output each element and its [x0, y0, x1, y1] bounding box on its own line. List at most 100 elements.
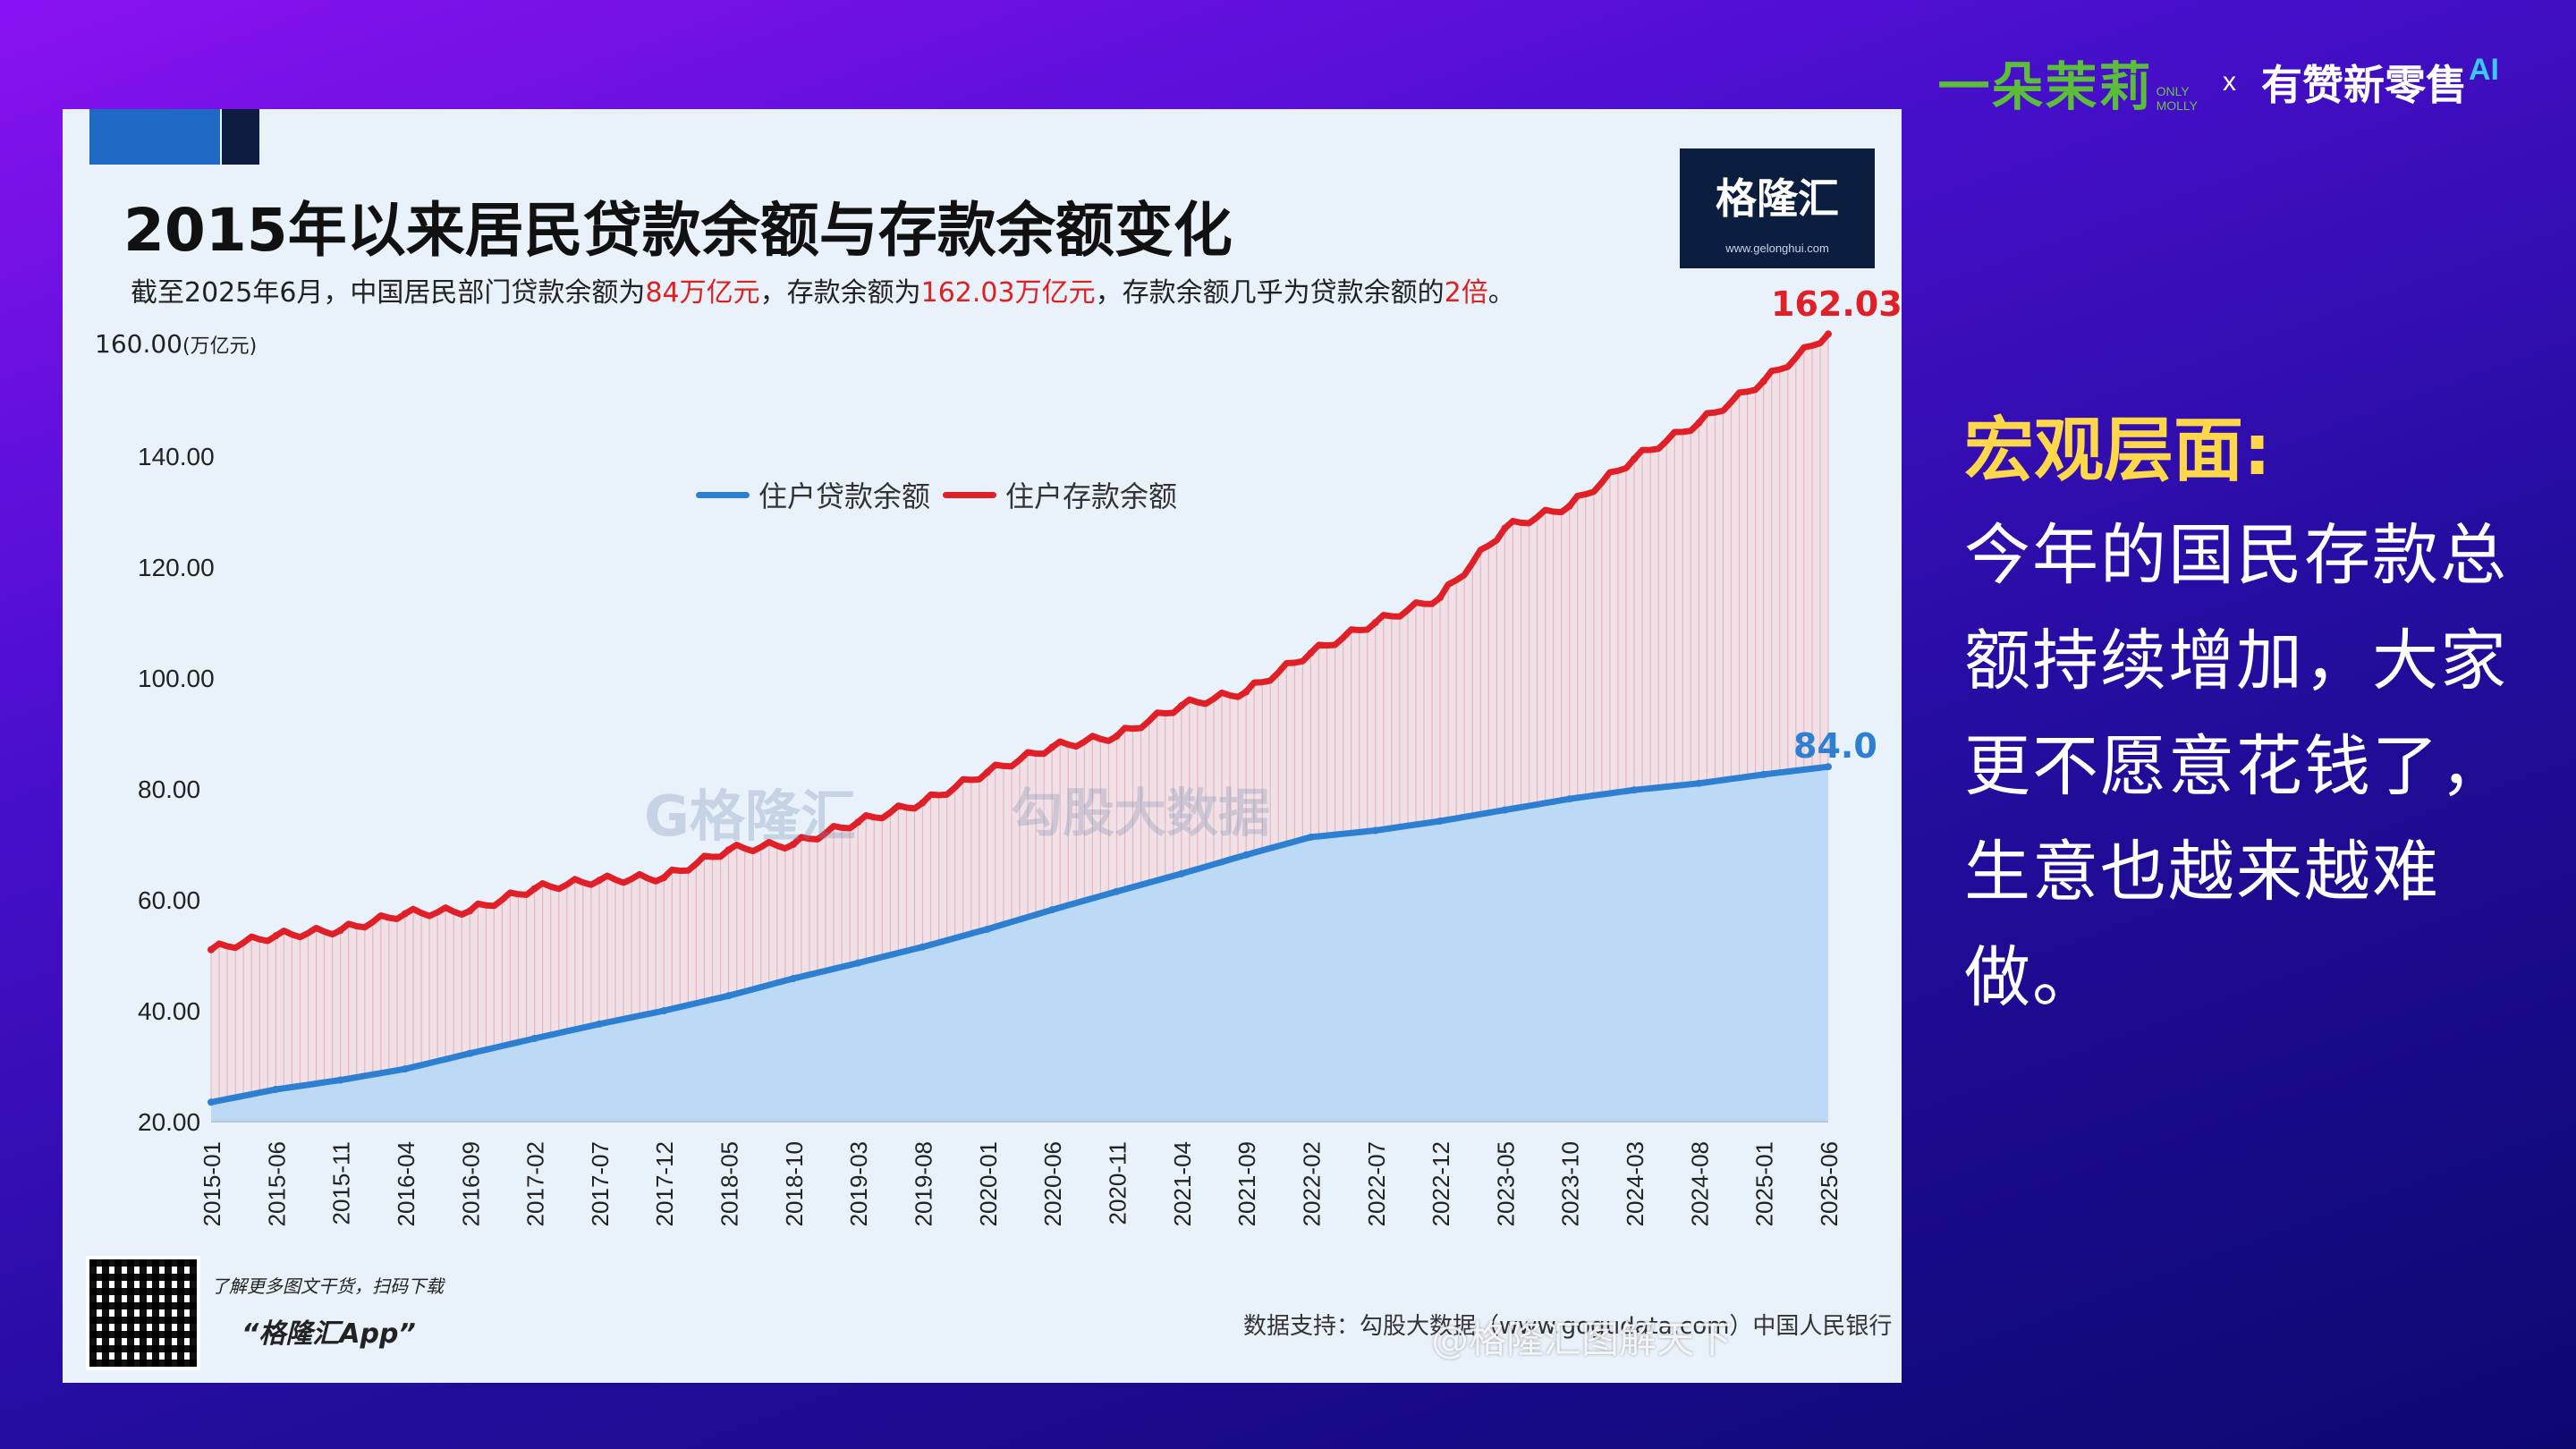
data-source: 数据支持：勾股大数据（www.gogudata.com）中国人民银行 [1243, 1313, 1893, 1340]
loan-series-line [210, 763, 1829, 1106]
loan-data-point [208, 1098, 215, 1106]
accent-bar-dark [222, 109, 259, 165]
deposit-data-point [983, 768, 991, 776]
subtitle-ratio-value: 2倍 [1444, 277, 1488, 309]
loan-end-label: 84.0 [1793, 726, 1877, 766]
loan-data-point [1242, 851, 1250, 859]
y-tick-label: 80.00 [138, 775, 200, 803]
deposit-data-point [530, 885, 538, 893]
loan-data-point [1695, 779, 1703, 787]
deposit-data-point [1436, 594, 1445, 602]
deposit-data-point [466, 907, 474, 915]
x-tick-label: 2020-06 [1039, 1141, 1066, 1226]
chart-subtitle: 截至2025年6月，中国居民部门贷款余额为84万亿元，存款余额为162.03万亿… [131, 270, 1515, 309]
loan-data-point [1501, 806, 1509, 814]
x-tick-label: 2017-07 [587, 1141, 614, 1226]
loan-data-point [401, 1065, 409, 1073]
only-molly-logo-en-line1: ONLY [2156, 84, 2190, 98]
x-tick-label: 2016-04 [393, 1141, 419, 1226]
subtitle-part: ，存款余额为 [759, 277, 921, 309]
loan-data-point [595, 1020, 603, 1028]
brand-header: 一朵茉莉 ONLY MOLLY x 有赞新零售 AI [1938, 47, 2499, 118]
deposit-data-point [272, 932, 280, 940]
x-tick-label: 2023-10 [1557, 1141, 1584, 1226]
subtitle-part: 截至2025年6月，中国居民部门贷款余额为 [131, 277, 646, 309]
y-tick-label: 20.00 [138, 1108, 200, 1136]
deposit-data-point [789, 841, 797, 848]
x-tick-label: 2022-12 [1428, 1141, 1454, 1226]
deposit-data-point [1631, 455, 1639, 463]
only-molly-logo-en-line2: MOLLY [2156, 98, 2198, 113]
deposit-data-point [1825, 330, 1832, 338]
deposit-data-point [1242, 688, 1250, 696]
x-tick-label: 2020-01 [975, 1141, 1002, 1226]
loan-data-point [1436, 817, 1445, 825]
commentary-heading: 宏观层面: [1964, 411, 2272, 491]
commentary-panel: 宏观层面: 今年的国民存款总额持续增加，大家更不愿意花钱了，生意也越来越难做。 [1964, 408, 2537, 1030]
deposit-data-point [1759, 377, 1767, 386]
loan-data-point [854, 959, 862, 967]
loan-data-point [272, 1086, 280, 1094]
x-tick-label: 2022-07 [1363, 1141, 1390, 1226]
youzan-logo-ai: AI [2469, 53, 2499, 87]
loan-data-point [466, 1049, 474, 1057]
x-tick-label: 2015-11 [328, 1141, 355, 1225]
y-tick-label: 40.00 [138, 997, 200, 1025]
legend-swatch-loan [696, 491, 750, 498]
deposit-data-point [1048, 743, 1056, 751]
gelonghui-logo-url: www.gelonghui.com [1725, 242, 1829, 255]
x-tick-label: 2018-10 [781, 1141, 808, 1226]
loan-data-point [660, 1007, 668, 1014]
x-tick-label: 2025-01 [1751, 1141, 1778, 1226]
deposit-data-point [336, 927, 344, 935]
legend-item-loan: 住户贷款余额 [696, 474, 930, 515]
deposit-data-point [1371, 619, 1379, 626]
loan-data-point [983, 925, 991, 933]
chart-card: 20.00 40.00 60.00 80.00 100.00 120.00 140.00 20… [63, 109, 1902, 1383]
x-tick-label: 2016-09 [457, 1141, 484, 1226]
x-tick-label: 2017-12 [651, 1141, 678, 1226]
loan-area-fill [211, 767, 1828, 1122]
deposit-end-label: 162.03 [1771, 284, 1902, 324]
deposit-data-point [660, 874, 668, 882]
gelonghui-logo: 格隆汇 www.gelonghui.com [1680, 148, 1875, 268]
loan-data-point [530, 1035, 538, 1042]
deposit-data-point [1501, 524, 1509, 532]
qr-code[interactable] [86, 1256, 200, 1370]
x-tick-label: 2024-08 [1686, 1141, 1713, 1226]
watermark-gelonghui: G格隆汇 [644, 784, 856, 849]
loan-data-point [1307, 833, 1315, 841]
deposit-data-point [919, 799, 927, 807]
deposit-data-point [1565, 502, 1573, 510]
loan-data-point [1177, 869, 1185, 877]
x-tick-label: 2015-01 [199, 1141, 225, 1226]
loan-data-point [1371, 826, 1379, 835]
commentary-body: 今年的国民存款总额持续增加，大家更不愿意花钱了，生意也越来越难做。 [1964, 517, 2508, 1016]
youzan-logo-cn: 有赞新零售 [2261, 61, 2467, 109]
only-molly-logo-en: ONLY MOLLY [2157, 84, 2198, 113]
x-tick-label: 2020-11 [1104, 1141, 1131, 1225]
youzan-logo: 有赞新零售 AI [2261, 53, 2499, 112]
x-tick-label: 2021-09 [1233, 1141, 1260, 1226]
loan-data-point [919, 943, 927, 951]
weibo-watermark: @格隆汇图解天下 [1431, 1318, 1733, 1361]
chart-svg: 20.00 40.00 60.00 80.00 100.00 120.00 140.00 20… [138, 330, 1843, 1226]
loan-data-point [724, 992, 733, 1000]
subtitle-part: 。 [1487, 277, 1515, 309]
deposit-data-point [1177, 702, 1185, 709]
deposit-data-point [854, 818, 862, 826]
deposit-data-point [724, 846, 733, 854]
loan-data-point [1825, 763, 1832, 771]
gelonghui-logo-text: 格隆汇 [1716, 174, 1839, 223]
deposit-data-point [1307, 649, 1315, 657]
x-tick-label: 2023-05 [1492, 1141, 1519, 1226]
deposit-data-point [595, 877, 603, 885]
deposit-data-point [208, 945, 215, 953]
x-tick-label: 2019-03 [845, 1141, 872, 1226]
x-tick-label: 2018-05 [716, 1141, 743, 1226]
loan-data-point [336, 1076, 344, 1084]
loan-data-point [789, 975, 797, 983]
x-tick-label: 2017-02 [522, 1141, 549, 1226]
y-axis-unit: (万亿元) [182, 335, 258, 358]
x-tick-label: 2021-04 [1169, 1141, 1196, 1226]
